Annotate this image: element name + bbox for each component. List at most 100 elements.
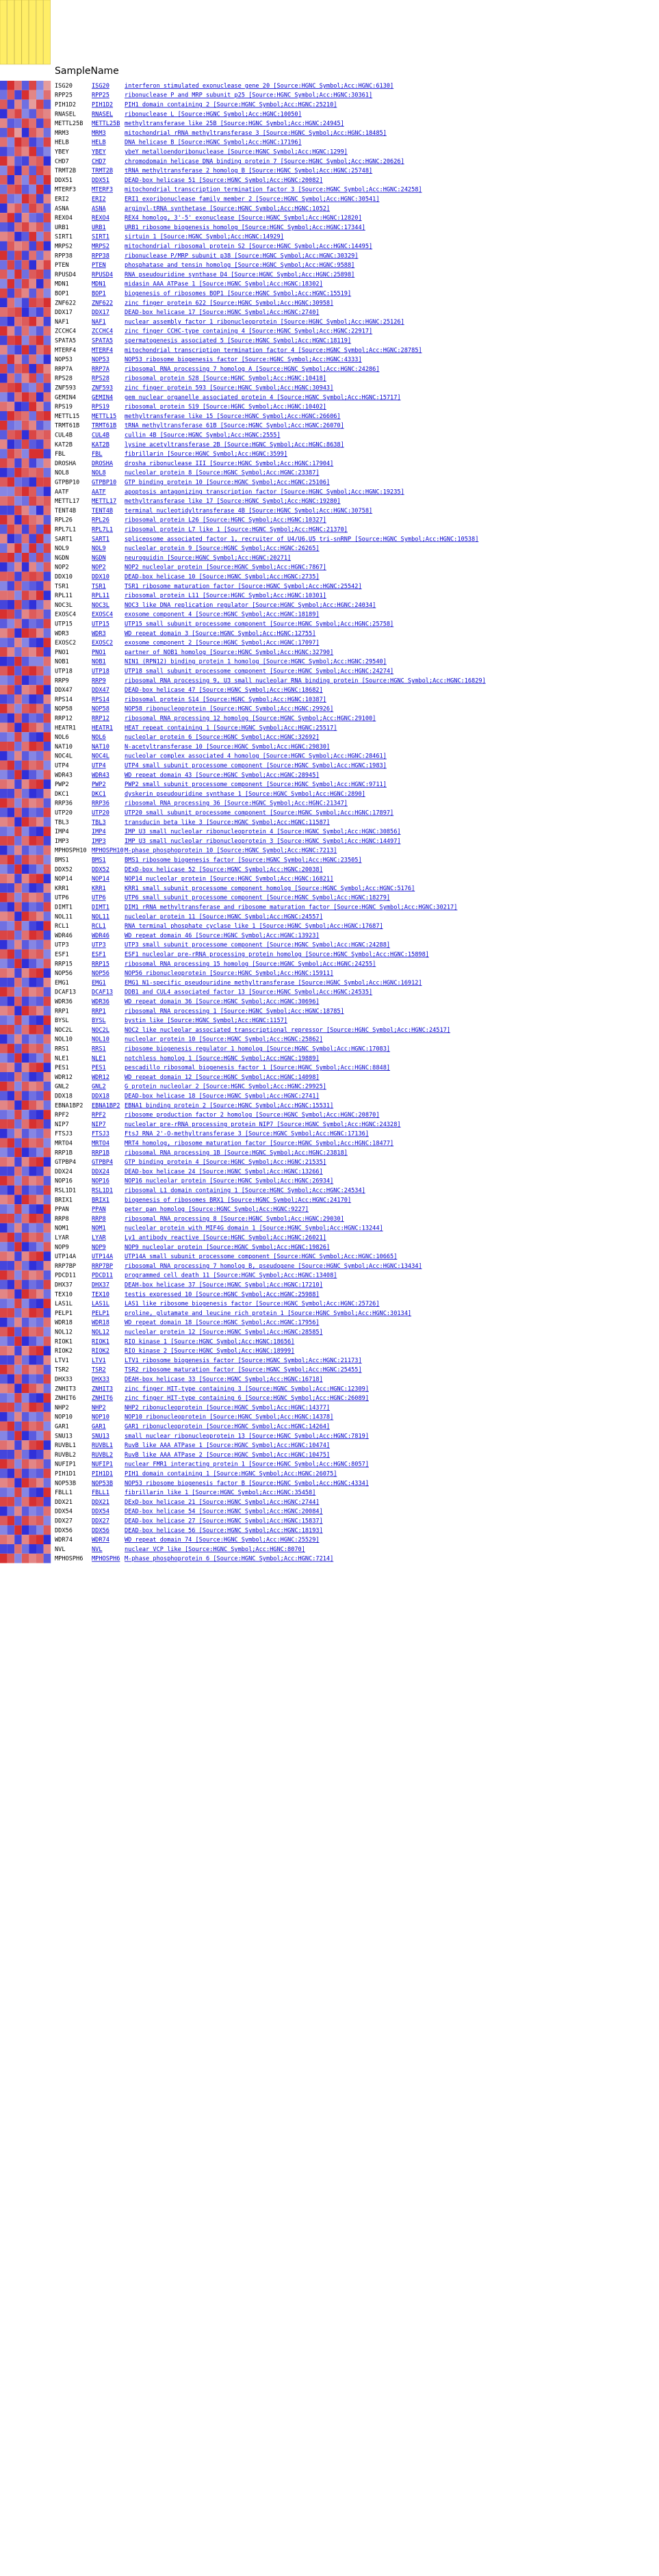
row-description-link[interactable]: EMG1 N1-specific pseudouridine methyltra… (125, 980, 422, 987)
row-symbol-link[interactable]: NHP2 (92, 1405, 106, 1411)
row-symbol-link[interactable]: PPAN (92, 1206, 106, 1213)
row-symbol-link[interactable]: NOP9 (92, 1244, 106, 1251)
row-description-link[interactable]: nuclear assembly factor 1 ribonucleoprot… (125, 319, 404, 326)
row-symbol-link[interactable]: LYAR (92, 1235, 107, 1242)
row-description-link[interactable]: programmed cell death 11 [Source:HGNC Sy… (125, 1273, 337, 1279)
row-symbol-link[interactable]: RUVBL2 (92, 1452, 113, 1459)
row-symbol-link[interactable]: DDX10 (92, 574, 109, 581)
column-header-4[interactable] (21, 0, 29, 65)
row-symbol-link[interactable]: PTEN (92, 262, 106, 269)
row-symbol-link[interactable]: MRTO4 (92, 1141, 109, 1147)
row-symbol-link[interactable]: UTP20 (92, 810, 109, 817)
row-symbol-link[interactable]: NOL6 (92, 734, 106, 741)
row-symbol-link[interactable]: PIH1D2 (92, 102, 113, 109)
row-description-link[interactable]: WD repeat domain 74 [Source:HGNC Symbol;… (125, 1537, 320, 1544)
row-symbol-link[interactable]: RPS19 (92, 404, 109, 411)
row-description-link[interactable]: terminal nucleotidyltransferase 4B [Sour… (125, 508, 372, 515)
row-description-link[interactable]: nucleolar protein 6 [Source:HGNC Symbol;… (125, 734, 320, 741)
row-description-link[interactable]: WD repeat domain 12 [Source:HGNC Symbol;… (125, 1074, 320, 1081)
row-description-link[interactable]: RuvB like AAA ATPase 2 [Source:HGNC Symb… (125, 1452, 330, 1459)
column-header-2[interactable] (7, 0, 14, 65)
row-symbol-link[interactable]: RRP8 (92, 1216, 106, 1223)
row-symbol-link[interactable]: DDX21 (92, 1499, 109, 1506)
row-description-link[interactable]: methyltransferase like 17 [Source:HGNC S… (125, 498, 341, 505)
row-description-link[interactable]: tRNA methyltransferase 61B [Source:HGNC … (125, 423, 344, 430)
row-symbol-link[interactable]: RSL1D1 (92, 1188, 113, 1195)
row-symbol-link[interactable]: NOL10 (92, 1037, 109, 1043)
row-description-link[interactable]: ribosome production factor 2 homolog [So… (125, 1112, 380, 1119)
row-description-link[interactable]: testis expressed 10 [Source:HGNC Symbol;… (125, 1291, 320, 1298)
row-description-link[interactable]: G protein nucleolar 2 [Source:HGNC Symbo… (125, 1084, 326, 1091)
row-description-link[interactable]: tRNA methyltransferase 2 homolog B [Sour… (125, 168, 372, 174)
row-description-link[interactable]: NOP16 nucleolar protein [Source:HGNC Sym… (125, 1178, 333, 1185)
row-description-link[interactable]: WD repeat domain 18 [Source:HGNC Symbol;… (125, 1320, 320, 1327)
row-description-link[interactable]: pescadillo ribosomal biogenesis factor 1… (125, 1065, 390, 1071)
row-description-link[interactable]: HEAT repeat containing 1 [Source:HGNC Sy… (125, 725, 337, 731)
row-description-link[interactable]: EBNA1 binding protein 2 [Source:HGNC Sym… (125, 1102, 333, 1109)
row-symbol-link[interactable]: MTERF4 (92, 347, 113, 354)
row-symbol-link[interactable]: ZNHIT3 (92, 1385, 113, 1392)
row-symbol-link[interactable]: PWP2 (92, 781, 106, 788)
row-description-link[interactable]: DEAH-box helicase 37 [Source:HGNC Symbol… (125, 1282, 323, 1289)
row-symbol-link[interactable]: NOP53B (92, 1480, 113, 1487)
row-symbol-link[interactable]: EXOSC4 (92, 612, 113, 619)
row-symbol-link[interactable]: TSR2 (92, 1367, 106, 1374)
row-symbol-link[interactable]: NOP10 (92, 1414, 109, 1421)
row-symbol-link[interactable]: PES1 (92, 1065, 106, 1071)
row-symbol-link[interactable]: AATF (92, 489, 106, 495)
row-description-link[interactable]: nuclear VCP like [Source:HGNC Symbol;Acc… (125, 1546, 305, 1553)
row-description-link[interactable]: nucleolar protein 8 [Source:HGNC Symbol;… (125, 470, 320, 477)
row-description-link[interactable]: lysine acetyltransferase 2B [Source:HGNC… (125, 441, 344, 448)
row-description-link[interactable]: DEAD-box helicase 17 [Source:HGNC Symbol… (125, 309, 320, 316)
row-description-link[interactable]: BMS1 ribosome biogenesis factor [Source:… (125, 857, 362, 864)
row-symbol-link[interactable]: FTSJ3 (92, 1131, 109, 1138)
row-symbol-link[interactable]: DROSHA (92, 460, 114, 467)
row-description-link[interactable]: dyskerin pseudouridine synthase 1 [Sourc… (125, 791, 365, 798)
row-symbol-link[interactable]: DIMT1 (92, 905, 109, 911)
row-description-link[interactable]: DEAD-box helicase 51 [Source:HGNC Symbol… (125, 177, 323, 184)
row-symbol-link[interactable]: TENT4B (92, 508, 113, 515)
row-description-link[interactable]: fibrillarin like 1 [Source:HGNC Symbol;A… (125, 1489, 315, 1496)
row-symbol-link[interactable]: NOC2L (92, 1027, 109, 1034)
row-symbol-link[interactable]: NAT10 (92, 744, 109, 751)
row-description-link[interactable]: GTP binding protein 4 [Source:HGNC Symbo… (125, 1159, 326, 1166)
row-description-link[interactable]: NOC2 like nucleolar associated transcrip… (125, 1027, 450, 1034)
row-symbol-link[interactable]: GTPBP10 (92, 480, 116, 486)
row-description-link[interactable]: ERI1 exoribonuclease family member 2 [So… (125, 196, 380, 203)
row-symbol-link[interactable]: RPF2 (92, 1112, 106, 1119)
row-symbol-link[interactable]: KRR1 (92, 885, 106, 892)
row-description-link[interactable]: NOP10 ribonucleoprotein [Source:HGNC Sym… (125, 1414, 333, 1421)
row-symbol-link[interactable]: MRM3 (92, 130, 106, 137)
row-description-link[interactable]: apoptosis antagonizing transcription fac… (125, 489, 404, 495)
row-symbol-link[interactable]: GAR1 (92, 1424, 106, 1431)
row-symbol-link[interactable]: HEATR1 (92, 725, 113, 731)
row-symbol-link[interactable]: WDR3 (92, 630, 106, 637)
row-description-link[interactable]: LTV1 ribosome biogenesis factor [Source:… (125, 1357, 362, 1364)
row-description-link[interactable]: ribosomal RNA processing 9, U3 small nuc… (125, 677, 486, 684)
row-description-link[interactable]: DEAD-box helicase 27 [Source:HGNC Symbol… (125, 1518, 323, 1525)
row-symbol-link[interactable]: CHD7 (92, 158, 106, 165)
row-description-link[interactable]: ribosomal L1 domain containing 1 [Source… (125, 1188, 365, 1195)
row-symbol-link[interactable]: IMP3 (92, 838, 106, 845)
row-symbol-link[interactable]: DDX24 (92, 1169, 109, 1175)
row-description-link[interactable]: URB1 ribosome biogenesis homolog [Source… (125, 224, 365, 231)
row-symbol-link[interactable]: NOP14 (92, 876, 109, 883)
row-description-link[interactable]: TSR1 ribosome maturation factor [Source:… (125, 583, 362, 590)
row-symbol-link[interactable]: NOC3L (92, 602, 109, 609)
row-description-link[interactable]: NOP14 nucleolar protein [Source:HGNC Sym… (125, 876, 333, 883)
row-description-link[interactable]: biogenesis of ribosomes BOP1 [Source:HGN… (125, 291, 351, 298)
row-description-link[interactable]: ribosomal protein S28 [Source:HGNC Symbo… (125, 376, 326, 382)
row-description-link[interactable]: neuroguidin [Source:HGNC Symbol;Acc:HGNC… (125, 555, 291, 562)
row-symbol-link[interactable]: NOL12 (92, 1329, 109, 1336)
row-symbol-link[interactable]: ZCCHC4 (92, 328, 113, 335)
row-description-link[interactable]: bystin like [Source:HGNC Symbol;Acc:HGNC… (125, 1017, 287, 1024)
row-description-link[interactable]: biogenesis of ribosomes BRX1 [Source:HGN… (125, 1197, 351, 1204)
row-description-link[interactable]: UTP3 small subunit processome component … (125, 942, 390, 949)
row-description-link[interactable]: M-phase phosphoprotein 10 [Source:HGNC S… (125, 848, 337, 855)
row-description-link[interactable]: FtsJ RNA 2'-O-methyltransferase 3 [Sourc… (125, 1131, 369, 1138)
row-description-link[interactable]: ribosomal RNA processing 1 [Source:HGNC … (125, 1008, 344, 1015)
row-description-link[interactable]: ribosomal RNA processing 36 [Source:HGNC… (125, 801, 348, 807)
row-description-link[interactable]: ribosome biogenesis regulator 1 homolog … (125, 1046, 390, 1053)
row-symbol-link[interactable]: FBLL1 (92, 1489, 109, 1496)
row-description-link[interactable]: NOP58 ribonucleoprotein [Source:HGNC Sym… (125, 706, 333, 713)
